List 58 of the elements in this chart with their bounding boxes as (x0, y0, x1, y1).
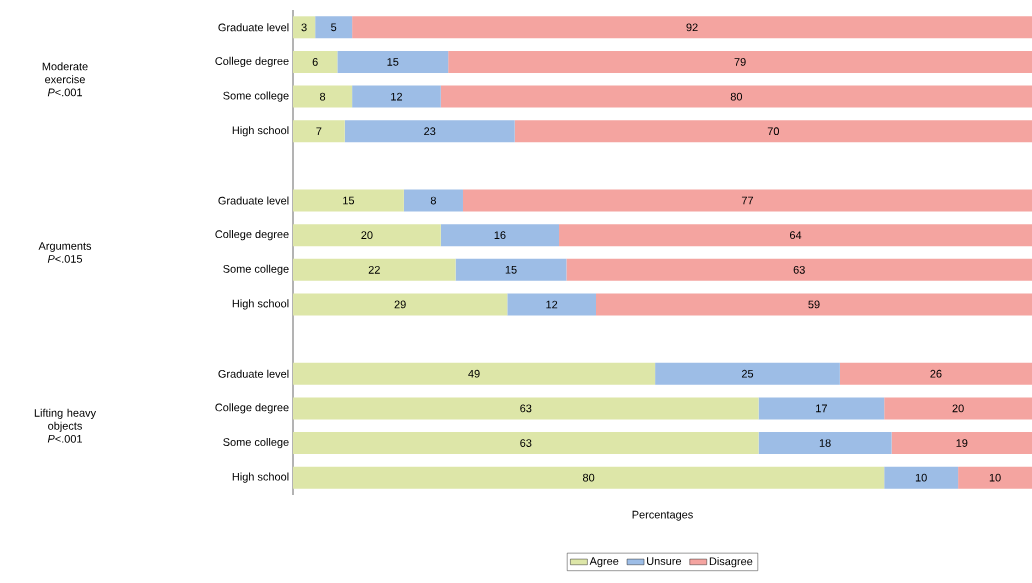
data-label: 12 (391, 92, 403, 101)
y-tick-label: Graduate level (218, 369, 289, 378)
y-tick-label: Graduate level (218, 23, 289, 32)
y-tick-label: Some college (223, 264, 289, 275)
x-axis-title: Percentages (632, 510, 693, 521)
data-label: 26 (930, 369, 942, 378)
data-label: 79 (734, 58, 746, 66)
data-label: 10 (989, 473, 1001, 482)
data-label: 64 (789, 231, 802, 240)
data-label: 25 (741, 369, 754, 378)
data-label: 22 (368, 265, 380, 274)
y-tick-label: College degree (215, 403, 289, 414)
data-label: 12 (546, 300, 558, 309)
data-label: 59 (808, 300, 820, 309)
y-tick-label: High school (232, 472, 289, 483)
text: P<.001 (47, 434, 82, 443)
data-label: 17 (816, 404, 827, 413)
data-label: 63 (520, 404, 532, 413)
data-label: 70 (767, 127, 780, 136)
text: Lifting heavy objects (34, 408, 97, 432)
y-tick-label: Graduate level (218, 196, 289, 205)
y-tick-label: Some college (223, 437, 289, 449)
y-tick-label: College degree (215, 230, 289, 241)
data-label: 49 (468, 369, 480, 378)
data-label: 15 (505, 265, 517, 274)
text: Moderate exercise (42, 62, 88, 84)
text: P<.001 (47, 88, 82, 97)
legend-label: Unsure (647, 557, 682, 565)
text: P<.015 (47, 255, 83, 263)
data-label: 16 (494, 231, 506, 240)
data-label: 8 (430, 196, 436, 205)
data-label: 10 (915, 473, 927, 482)
data-label: 29 (394, 300, 406, 309)
y-tick-label: High school (232, 126, 289, 137)
y-tick-label: College degree (215, 56, 289, 68)
data-label: 80 (730, 92, 743, 101)
data-label: 20 (952, 404, 964, 413)
legend-label: Disagree (709, 557, 753, 568)
data-label: 15 (387, 58, 399, 66)
legend-label: Agree (589, 557, 619, 568)
data-label: 8 (319, 92, 326, 101)
data-label: 63 (793, 265, 805, 274)
data-label: 15 (343, 196, 355, 205)
data-label: 63 (520, 439, 532, 447)
data-label: 6 (312, 58, 318, 66)
y-tick-label: High school (232, 299, 289, 310)
data-label: 5 (331, 23, 337, 32)
data-label: 20 (361, 231, 373, 240)
data-label: 7 (316, 127, 322, 135)
data-label: 92 (686, 23, 698, 32)
data-label: 3 (301, 23, 307, 32)
data-label: 18 (819, 439, 831, 447)
data-label: 77 (741, 196, 754, 205)
data-label: 23 (424, 127, 436, 136)
data-label: 19 (956, 439, 968, 447)
y-tick-label: Some college (223, 91, 289, 102)
data-label: 80 (582, 473, 595, 482)
text: Arguments (38, 242, 92, 252)
